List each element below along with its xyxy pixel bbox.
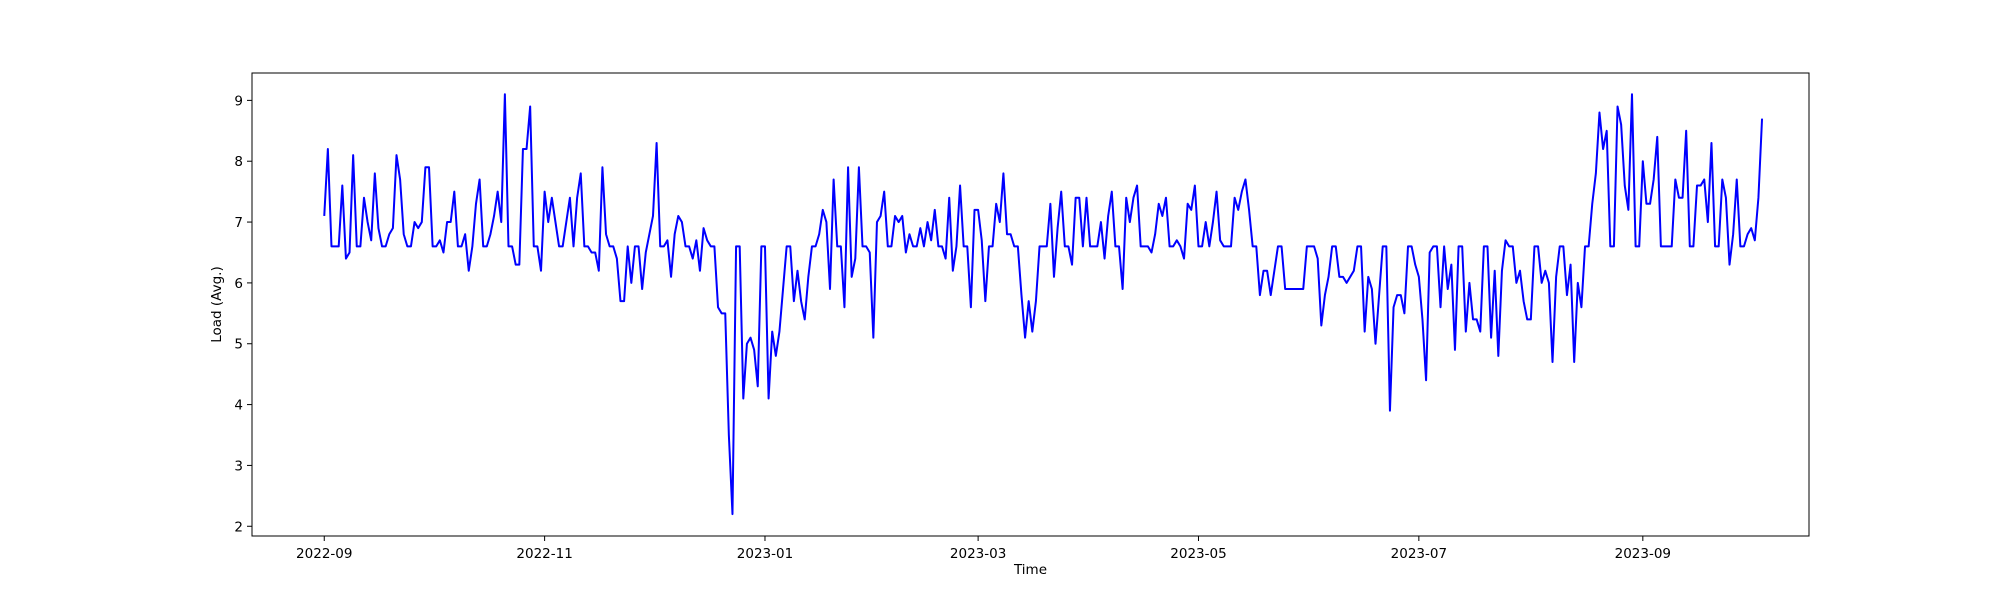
x-tick-label: 2023-05 xyxy=(1170,546,1226,562)
series-line xyxy=(323,93,1764,516)
x-tick-label: 2023-01 xyxy=(737,546,793,562)
x-axis: 2022-09 2022-11 2023-01 2023-03 2023-05 2023-… xyxy=(296,536,1671,562)
y-axis-label: Load (Avg.) xyxy=(209,266,225,343)
plot-area xyxy=(323,93,1764,516)
x-tick-label: 2023-09 xyxy=(1615,546,1671,562)
y-tick-label: 7 xyxy=(234,215,243,231)
y-axis: 2 3 4 5 6 7 8 9 xyxy=(234,93,252,535)
y-tick-label: 9 xyxy=(234,93,243,109)
x-tick-label: 2022-11 xyxy=(516,546,572,562)
x-tick-label: 2022-09 xyxy=(296,546,352,562)
x-tick-label: 2023-07 xyxy=(1391,546,1447,562)
plot-frame xyxy=(251,72,1810,537)
y-tick-label: 2 xyxy=(234,519,243,535)
x-axis-label: Time xyxy=(1013,562,1047,578)
y-tick-label: 3 xyxy=(234,458,243,474)
y-tick-label: 8 xyxy=(234,154,243,170)
y-tick-label: 4 xyxy=(234,398,243,414)
y-tick-label: 5 xyxy=(234,337,243,353)
x-tick-label: 2023-03 xyxy=(950,546,1006,562)
y-tick-label: 6 xyxy=(234,276,243,292)
